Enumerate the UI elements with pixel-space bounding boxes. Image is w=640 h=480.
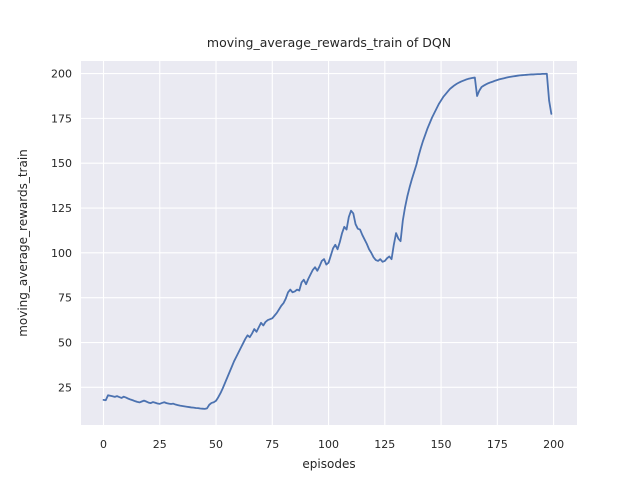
tick-label: 50 xyxy=(58,337,72,350)
data-series xyxy=(102,72,553,410)
tick-label: 175 xyxy=(51,112,72,125)
tick-label: 25 xyxy=(153,438,167,451)
tick-label: 75 xyxy=(265,438,279,451)
tick-label: 200 xyxy=(543,438,564,451)
tick-label: 200 xyxy=(51,68,72,81)
tick-label: 50 xyxy=(209,438,223,451)
chart-title: moving_average_rewards_train of DQN xyxy=(207,35,451,50)
tick-label: 0 xyxy=(100,438,107,451)
y-axis-label: moving_average_rewards_train xyxy=(16,149,30,337)
y-tick-labels: 25 50 75 100 125 150 175 200 xyxy=(51,68,72,395)
tick-label: 175 xyxy=(487,438,508,451)
tick-label: 100 xyxy=(51,247,72,260)
tick-label: 150 xyxy=(51,157,72,170)
tick-label: 25 xyxy=(58,381,72,394)
x-tick-labels: 0 25 50 75 100 125 150 175 200 xyxy=(100,438,564,451)
tick-label: 125 xyxy=(51,202,72,215)
tick-label: 125 xyxy=(374,438,395,451)
tick-label: 150 xyxy=(431,438,452,451)
series-line-moving_average_rewards_train xyxy=(102,72,553,410)
tick-label: 100 xyxy=(318,438,339,451)
gridlines xyxy=(81,61,577,425)
x-axis-label: episodes xyxy=(302,457,355,471)
tick-label: 75 xyxy=(58,292,72,305)
